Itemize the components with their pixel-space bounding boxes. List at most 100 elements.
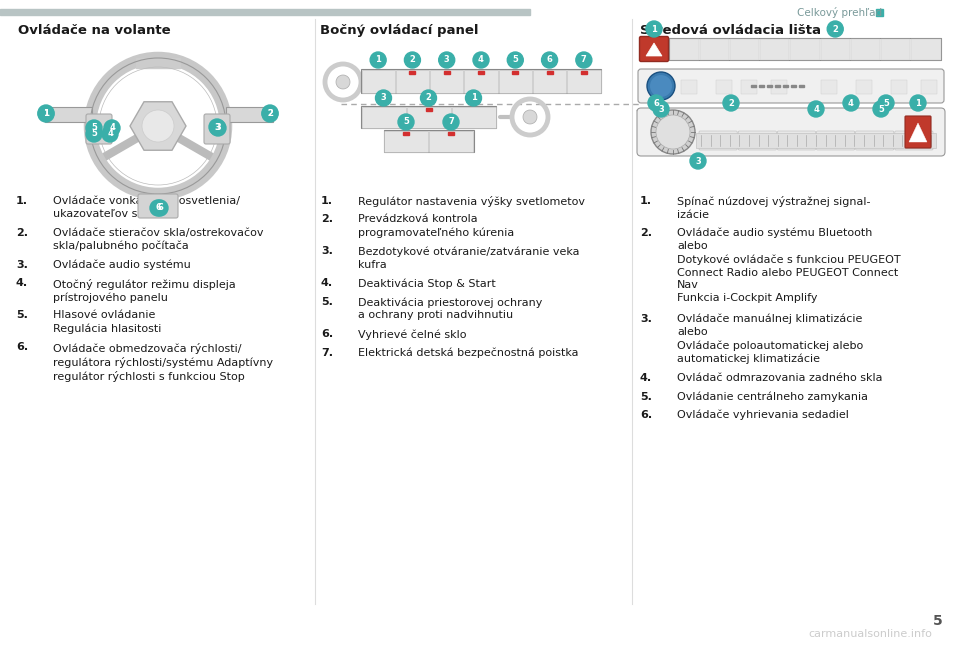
- Text: Vyhrievé čelné sklo: Vyhrievé čelné sklo: [358, 329, 467, 339]
- Bar: [716, 80, 732, 94]
- Bar: [567, 69, 601, 93]
- Text: Otočný regulátor režimu displeja
prístrojového panelu: Otočný regulátor režimu displeja prístro…: [53, 278, 236, 303]
- Text: 3.: 3.: [640, 314, 652, 324]
- Text: 6: 6: [653, 99, 659, 108]
- FancyBboxPatch shape: [204, 114, 230, 144]
- Circle shape: [808, 101, 824, 117]
- Text: 6: 6: [157, 204, 163, 212]
- Text: 7: 7: [581, 56, 587, 64]
- Bar: [751, 85, 756, 87]
- Text: 4: 4: [478, 56, 484, 64]
- Bar: [226, 107, 273, 122]
- Circle shape: [86, 126, 102, 142]
- Bar: [430, 69, 464, 93]
- Text: 4.: 4.: [640, 373, 652, 383]
- Bar: [546, 71, 553, 74]
- Text: 2: 2: [410, 56, 416, 64]
- Circle shape: [209, 119, 225, 135]
- Bar: [581, 71, 587, 74]
- Text: 3: 3: [215, 123, 221, 132]
- Text: 6: 6: [156, 204, 161, 212]
- FancyBboxPatch shape: [86, 114, 112, 144]
- Text: Elektrická detská bezpečnostná poistka: Elektrická detská bezpečnostná poistka: [358, 347, 579, 358]
- Bar: [444, 71, 449, 74]
- Circle shape: [523, 110, 537, 124]
- FancyBboxPatch shape: [699, 131, 737, 150]
- FancyBboxPatch shape: [778, 131, 815, 150]
- Circle shape: [648, 95, 664, 111]
- Text: 1: 1: [43, 110, 49, 119]
- Text: 7: 7: [448, 117, 454, 127]
- Text: 1: 1: [915, 99, 921, 108]
- Text: 6.: 6.: [321, 329, 333, 339]
- Bar: [696, 133, 936, 148]
- Text: 2.: 2.: [640, 228, 652, 238]
- Polygon shape: [646, 43, 662, 56]
- Bar: [911, 38, 941, 60]
- Circle shape: [439, 52, 455, 68]
- Text: 3: 3: [214, 123, 220, 132]
- Text: 5: 5: [933, 614, 943, 628]
- Bar: [136, 58, 180, 68]
- Circle shape: [650, 75, 672, 97]
- FancyBboxPatch shape: [855, 131, 894, 150]
- Text: 5: 5: [403, 117, 409, 127]
- Text: 2: 2: [728, 99, 734, 108]
- Bar: [700, 38, 729, 60]
- Text: Ovládače na volante: Ovládače na volante: [18, 24, 171, 37]
- Circle shape: [150, 200, 166, 216]
- Bar: [0, 9, 530, 15]
- Text: Deaktivácia priestorovej ochrany
a ochrany proti nadvihnutiu: Deaktivácia priestorovej ochrany a ochra…: [358, 297, 542, 321]
- Bar: [451, 106, 495, 127]
- Circle shape: [398, 114, 414, 130]
- Bar: [403, 132, 409, 135]
- Text: 6.: 6.: [640, 410, 652, 420]
- Bar: [681, 80, 697, 94]
- Circle shape: [910, 95, 926, 111]
- Circle shape: [466, 90, 482, 106]
- Text: 2.: 2.: [321, 215, 333, 225]
- Bar: [498, 69, 532, 93]
- Bar: [921, 80, 937, 94]
- FancyBboxPatch shape: [817, 131, 854, 150]
- Text: 4.: 4.: [321, 278, 333, 289]
- Text: 1.: 1.: [321, 196, 333, 206]
- Bar: [361, 69, 601, 93]
- Circle shape: [262, 105, 278, 121]
- Bar: [741, 80, 757, 94]
- Bar: [362, 69, 395, 93]
- Bar: [821, 80, 837, 94]
- Circle shape: [878, 95, 894, 111]
- Bar: [448, 132, 454, 135]
- Bar: [791, 85, 796, 87]
- FancyBboxPatch shape: [738, 131, 777, 150]
- Text: Ovládače vonkajšieho osvetlenia/
ukazovateľov smeru: Ovládače vonkajšieho osvetlenia/ ukazova…: [53, 196, 240, 219]
- Text: 3.: 3.: [16, 260, 28, 270]
- Text: 7.: 7.: [321, 347, 333, 358]
- Text: Celkový prehľad: Celkový prehľad: [798, 6, 882, 18]
- Text: 5: 5: [878, 104, 884, 114]
- Text: Ovládače obmedzovača rýchlosti/
regulátora rýchlosti/systému Adaptívny
regulátor: Ovládače obmedzovača rýchlosti/ reguláto…: [53, 343, 274, 382]
- Circle shape: [371, 52, 386, 68]
- Circle shape: [507, 52, 523, 68]
- Text: 2: 2: [267, 110, 273, 119]
- Circle shape: [375, 90, 392, 106]
- Text: Bočný ovládací panel: Bočný ovládací panel: [320, 24, 478, 37]
- Bar: [759, 85, 764, 87]
- Text: 1.: 1.: [16, 196, 28, 206]
- Bar: [396, 69, 429, 93]
- Circle shape: [86, 120, 102, 136]
- Text: 4: 4: [848, 99, 854, 108]
- Text: 4: 4: [813, 104, 819, 114]
- Text: 4.: 4.: [16, 278, 28, 289]
- Text: 5.: 5.: [640, 391, 652, 402]
- Bar: [790, 38, 820, 60]
- Text: Ovládanie centrálneho zamykania: Ovládanie centrálneho zamykania: [677, 391, 868, 402]
- Bar: [513, 71, 518, 74]
- Circle shape: [102, 126, 118, 142]
- Text: 1: 1: [651, 25, 657, 34]
- Text: Regulátor nastavenia výšky svetlometov: Regulátor nastavenia výšky svetlometov: [358, 196, 585, 207]
- Text: 3: 3: [380, 93, 386, 103]
- Text: 5: 5: [883, 99, 889, 108]
- Text: 3.: 3.: [322, 247, 333, 256]
